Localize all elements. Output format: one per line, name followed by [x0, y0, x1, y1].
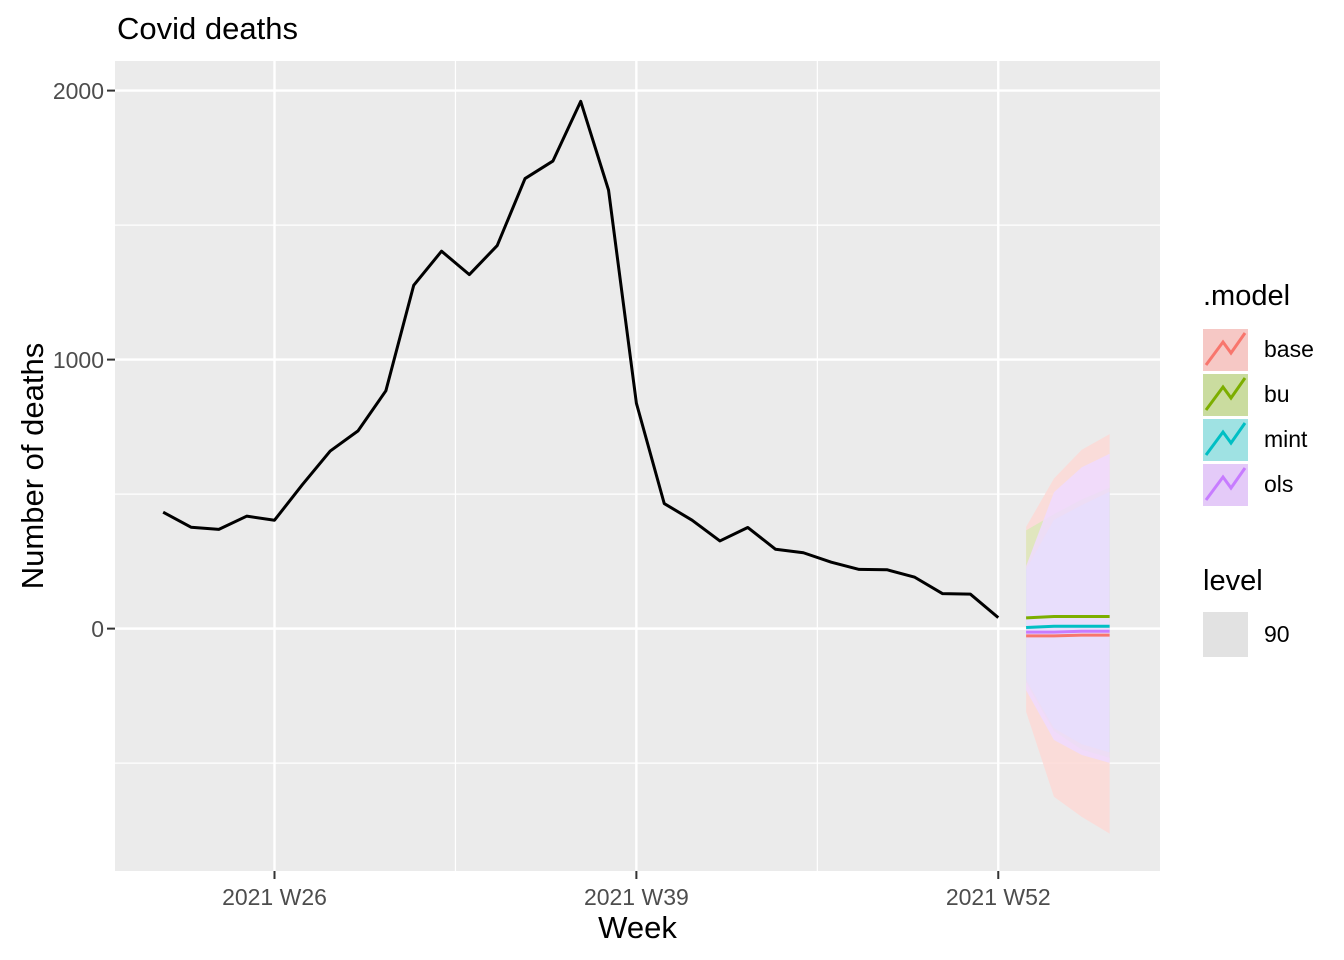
y-tick-label: 0: [91, 615, 104, 642]
legend-key-swatch: [1203, 418, 1248, 461]
legend-key-fill: [1203, 418, 1248, 461]
legend-key-fill: [1203, 373, 1248, 416]
legend-key-swatch: [1203, 328, 1248, 371]
y-axis-title: Number of deaths: [15, 342, 50, 590]
forecast-mean-bu: [1026, 615, 1110, 620]
legend-item-label: 90: [1264, 621, 1290, 647]
legend-item-level-90: 90: [1203, 612, 1344, 657]
legend-key-swatch: [1203, 612, 1248, 657]
legend-level-items: 90: [1203, 612, 1344, 657]
geom-layer: [162, 99, 1110, 834]
legend-model-title: .model: [1203, 280, 1291, 312]
legend-key-fill: [1203, 328, 1248, 371]
x-tick-label: 2021 W52: [945, 884, 1051, 910]
legend-key-swatch: [1203, 463, 1248, 506]
forecast-mean-base: [1026, 633, 1110, 638]
legend-level-title: level: [1203, 565, 1263, 597]
legend-item-label: bu: [1264, 381, 1290, 407]
legend-key-line: [1204, 331, 1247, 366]
x-tick-label: 2021 W39: [583, 884, 689, 910]
legend-item-ols: ols: [1203, 462, 1344, 507]
legend-key-swatch: [1203, 373, 1248, 416]
legend-item-label: ols: [1264, 471, 1294, 497]
forecast-mean-mint: [1026, 624, 1110, 630]
legend-model-items: base bu mint ols: [1203, 327, 1344, 507]
legend: .model base bu mint ols level 90: [1203, 280, 1344, 657]
legend-key-line: [1204, 421, 1247, 456]
legend-key-line: [1204, 466, 1247, 501]
legend-item-label: mint: [1264, 426, 1308, 452]
legend-level-section: level 90: [1203, 565, 1344, 657]
legend-item-base: base: [1203, 327, 1344, 372]
forecast-ribbon-ols: [1026, 453, 1110, 763]
chart-title: Covid deaths: [117, 11, 298, 46]
x-tick-label: 2021 W26: [222, 884, 327, 910]
x-axis-title: Week: [598, 910, 677, 945]
observed-line: [162, 99, 1000, 619]
y-tick-label: 2000: [52, 77, 104, 104]
y-tick-label: 1000: [52, 346, 104, 373]
legend-item-mint: mint: [1203, 417, 1344, 462]
legend-item-bu: bu: [1203, 372, 1344, 417]
legend-key-line: [1204, 376, 1247, 411]
forecast-mean-ols: [1026, 629, 1110, 634]
legend-key-fill: [1203, 463, 1248, 506]
legend-item-label: base: [1264, 336, 1314, 362]
legend-model-section: .model base bu mint ols: [1203, 280, 1344, 507]
